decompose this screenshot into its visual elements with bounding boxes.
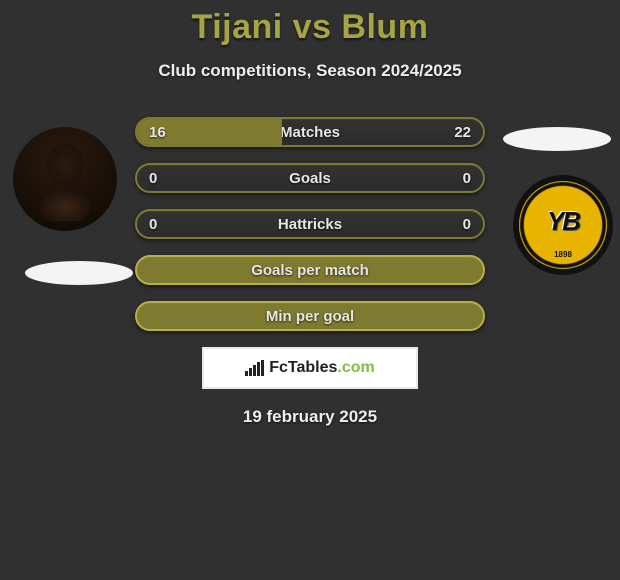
club-logo-ring: YB 1898 [519,181,607,269]
stat-label: Goals per match [251,262,369,279]
brand-box[interactable]: FcTables.com [202,347,418,389]
stat-value-right: 22 [454,124,471,141]
stat-bar: Min per goal [135,301,485,331]
team-ellipse-left [25,261,133,285]
brand-text: FcTables.com [269,359,375,377]
stat-value-right: 0 [463,170,471,187]
stat-bar: 0 Hattricks 0 [135,209,485,239]
stats-area: YB 1898 16 Matches 22 0 Goals 0 0 Hattricks 0 Goa… [15,117,605,331]
comparison-card: Tijani vs Blum Club competitions, Season… [0,0,620,427]
stat-value-left: 0 [149,170,157,187]
stat-value-left: 0 [149,216,157,233]
date-label: 19 february 2025 [0,407,620,427]
club-logo-text: YB [547,206,579,237]
brand-name: FcTables [269,359,337,376]
club-logo-right: YB 1898 [513,175,613,275]
stat-label: Goals [289,170,331,187]
brand-domain: .com [337,359,374,376]
team-ellipse-right [503,127,611,151]
stat-value-right: 0 [463,216,471,233]
club-logo-year: 1898 [554,250,572,259]
stat-bar: 0 Goals 0 [135,163,485,193]
player-avatar-left [13,127,117,231]
brand-chart-icon [245,360,265,376]
subtitle: Club competitions, Season 2024/2025 [0,61,620,81]
page-title: Tijani vs Blum [0,8,620,47]
stat-value-left: 16 [149,124,166,141]
stat-label: Matches [280,124,340,141]
stat-bars: 16 Matches 22 0 Goals 0 0 Hattricks 0 Goals per m… [135,117,485,331]
stat-label: Min per goal [266,308,354,325]
stat-label: Hattricks [278,216,342,233]
stat-bar: Goals per match [135,255,485,285]
stat-bar: 16 Matches 22 [135,117,485,147]
